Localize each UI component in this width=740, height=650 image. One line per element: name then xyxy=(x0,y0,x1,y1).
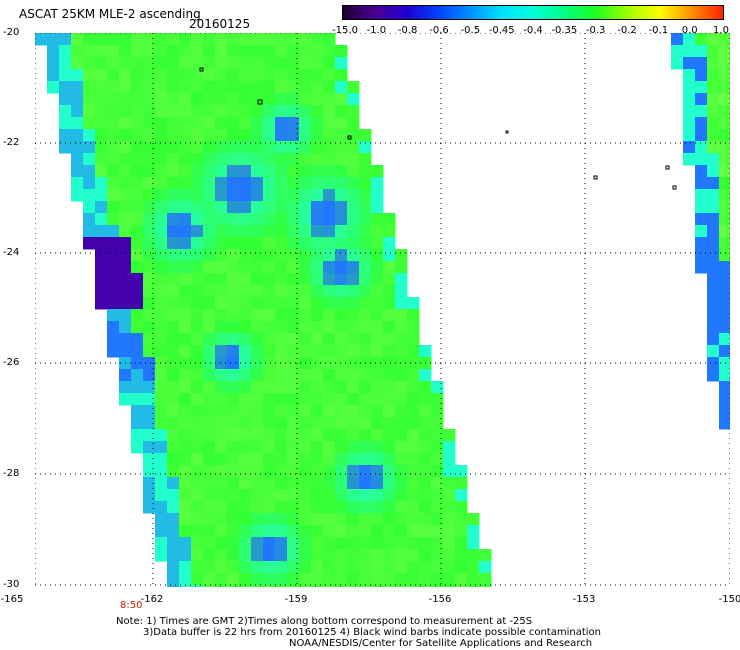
color-scale-label: -0.35 xyxy=(551,25,578,36)
wind-swath-map xyxy=(35,33,730,587)
longitude-label: -165 xyxy=(0,594,24,605)
latitude-label: -22 xyxy=(3,137,20,148)
longitude-label: -159 xyxy=(284,594,308,605)
color-scale-label: -0.4 xyxy=(523,25,543,36)
note-line-3: NOAA/NESDIS/Center for Satellite Applica… xyxy=(289,638,593,649)
color-scale-label: 0.0 xyxy=(681,25,698,36)
color-scale-label: -0.8 xyxy=(397,25,418,36)
note-line-1: Note: 1) Times are GMT 2)Times along bot… xyxy=(116,616,533,627)
color-scale-label: -0.2 xyxy=(617,25,637,36)
latitude-label: -28 xyxy=(3,468,20,479)
island-outlines xyxy=(199,67,677,190)
latitude-label: -24 xyxy=(3,247,20,258)
color-scale-label: -0.6 xyxy=(429,25,449,36)
color-scale-label: 1.0 xyxy=(713,25,729,36)
longitude-label: -162 xyxy=(140,594,164,605)
color-scale-label: -15.0 xyxy=(332,25,358,36)
color-scale-label: -0.5 xyxy=(460,25,481,36)
latitude-label: -30 xyxy=(3,579,20,590)
color-scale-label: -0.45 xyxy=(488,25,515,36)
note-line-2: 3)Data buffer is 22 hrs from 20160125 4)… xyxy=(143,627,601,638)
longitude-label: -150 xyxy=(718,594,740,605)
map-area xyxy=(35,33,730,587)
latitude-label: -26 xyxy=(3,357,20,368)
longitude-label: -156 xyxy=(428,594,452,605)
color-scale-label: -0.3 xyxy=(585,25,606,36)
swath-time-label: 8:50 xyxy=(120,600,143,611)
color-scale-bar xyxy=(342,5,724,20)
latitude-label: -20 xyxy=(3,27,20,38)
lat-lon-grid xyxy=(35,33,730,587)
color-scale-label: -0.1 xyxy=(648,25,669,36)
map-date: 20160125 xyxy=(189,17,251,31)
map-title: ASCAT 25KM MLE-2 ascending xyxy=(19,7,201,21)
longitude-label: -153 xyxy=(572,594,596,605)
main-swath xyxy=(35,33,492,587)
east-swath xyxy=(671,33,730,430)
color-scale-label: -1.0 xyxy=(366,25,387,36)
